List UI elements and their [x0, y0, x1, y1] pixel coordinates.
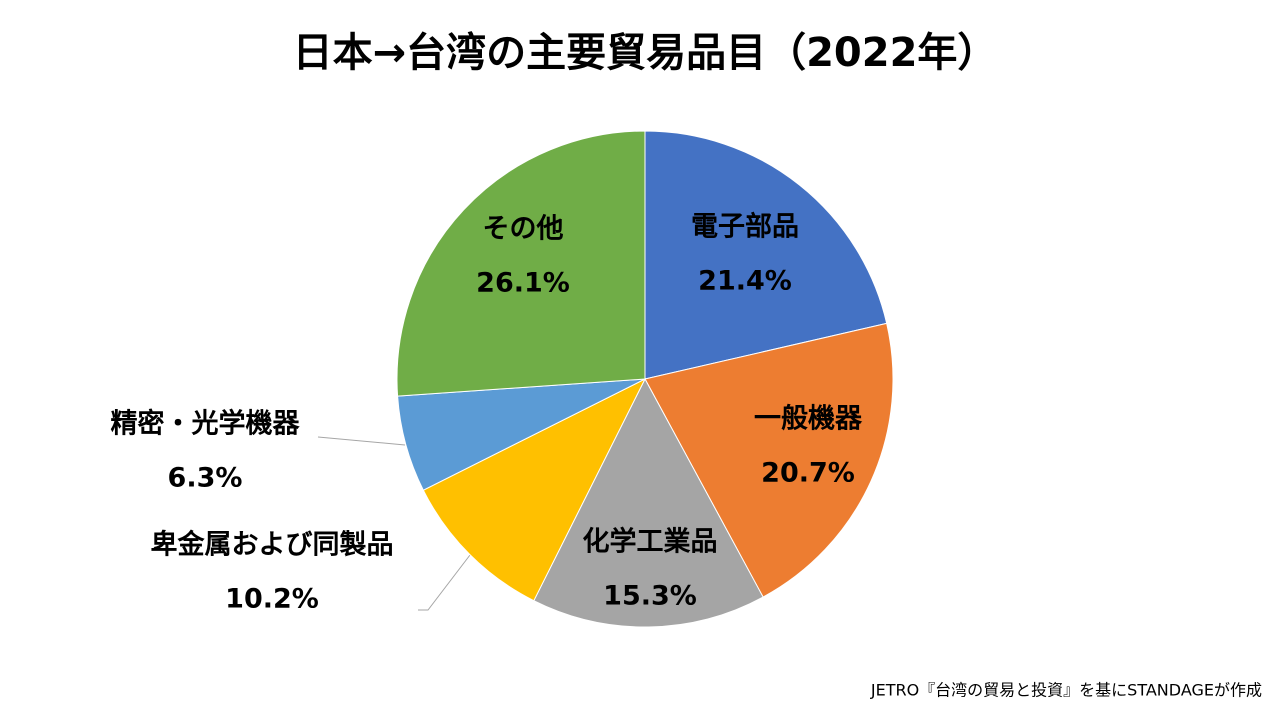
value-label: 20.7% — [761, 458, 855, 489]
pie-slice — [396, 130, 646, 397]
value-label: 6.3% — [168, 463, 243, 494]
value-label: 15.3% — [603, 581, 697, 612]
pie-slice — [644, 130, 888, 380]
slice-label: 一般機器 — [754, 403, 863, 435]
slice-label: 化学工業品 — [583, 526, 718, 558]
slice-label: その他 — [483, 214, 564, 245]
pie-slice — [533, 377, 764, 628]
value-label: 26.1% — [476, 268, 570, 299]
slice-label: 精密・光学機器 — [111, 408, 301, 440]
slice-label: 卑金属および同製品 — [151, 529, 394, 561]
pie-slice — [422, 377, 647, 602]
leader-line — [317, 436, 406, 446]
leader-line — [418, 554, 471, 611]
value-label: 10.2% — [225, 584, 319, 615]
source-note: JETRO『台湾の貿易と投資』を基にSTANDAGEが作成 — [870, 681, 1262, 700]
pie-slice — [644, 322, 894, 598]
slice-label: 電子部品 — [691, 211, 799, 243]
chart-title: 日本→台湾の主要貿易品目（2022年） — [293, 30, 998, 76]
value-label: 21.4% — [698, 266, 792, 297]
